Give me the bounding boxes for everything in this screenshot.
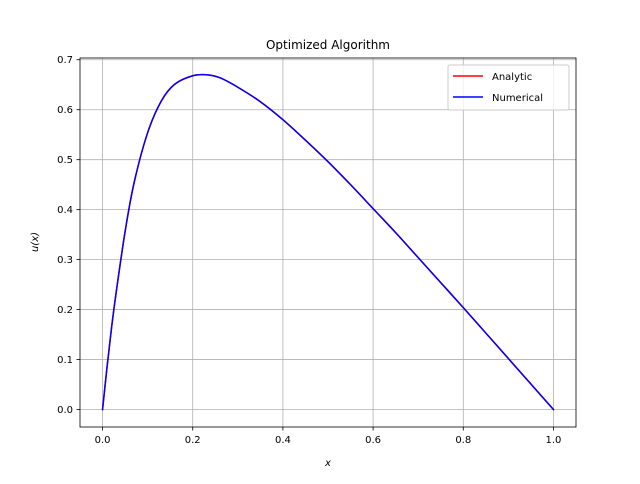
x-tick-label: 0.2 — [185, 435, 201, 446]
y-tick-label: 0.6 — [57, 105, 73, 116]
x-axis-label: x — [324, 458, 331, 469]
y-axis-ticks: 0.0 0.1 0.2 0.3 0.4 0.5 0.6 0.7 — [57, 55, 80, 416]
legend-label-numerical: Numerical — [492, 93, 543, 104]
y-tick-label: 0.0 — [57, 405, 73, 416]
legend-label-analytic: Analytic — [492, 72, 532, 83]
x-tick-label: 0.4 — [275, 435, 291, 446]
y-tick-label: 0.1 — [57, 355, 73, 366]
y-axis-label: u(x) — [30, 232, 41, 252]
y-tick-label: 0.3 — [57, 255, 73, 266]
series-line-numerical — [101, 73, 555, 411]
legend: Analytic Numerical — [447, 64, 570, 111]
x-tick-label: 0.8 — [455, 435, 471, 446]
y-tick-label: 0.2 — [57, 305, 73, 316]
chart-title: Optimized Algorithm — [266, 38, 390, 52]
x-axis-ticks: 0.0 0.2 0.4 0.6 0.8 1.0 — [95, 427, 562, 446]
x-tick-label: 1.0 — [546, 435, 562, 446]
plot-area-frame — [79, 57, 577, 428]
y-tick-label: 0.4 — [57, 205, 73, 216]
series-layer — [101, 73, 555, 411]
x-tick-label: 0.0 — [95, 435, 111, 446]
y-tick-label: 0.7 — [57, 55, 73, 66]
x-tick-label: 0.6 — [365, 435, 381, 446]
y-tick-label: 0.5 — [57, 155, 73, 166]
